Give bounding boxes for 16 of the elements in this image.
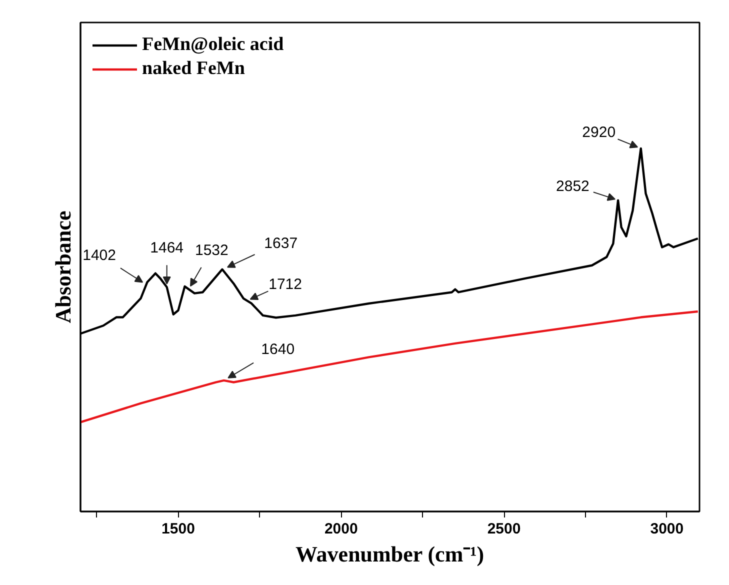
annotation: 1640 — [261, 340, 295, 358]
x-tick-label: 2500 — [487, 520, 521, 538]
x-tick-label: 1500 — [162, 520, 195, 538]
annotation: 1637 — [264, 234, 298, 252]
annotation: 1532 — [194, 242, 228, 259]
legend-label: naked FeMn — [142, 58, 245, 80]
annotation: 1712 — [268, 276, 302, 294]
annotation: 2920 — [582, 124, 616, 141]
x-tick-label: 2000 — [324, 520, 358, 538]
x-axis-title: Wavenumber (cm⁻¹) — [296, 542, 484, 566]
annotation: 1464 — [150, 240, 184, 257]
annotation: 1402 — [82, 247, 116, 264]
y-axis-title: Absorbance — [50, 210, 76, 324]
annotation: 2852 — [556, 178, 590, 195]
legend-label: FeMn@oleic acid — [142, 34, 284, 56]
x-tick-label: 3000 — [650, 520, 684, 538]
